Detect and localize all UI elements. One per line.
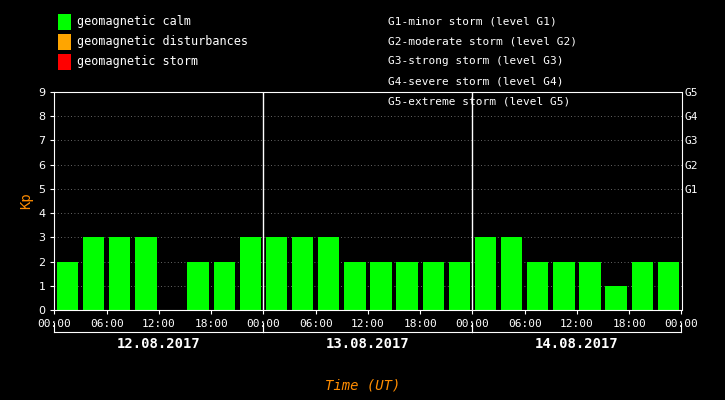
- Text: G4-severe storm (level G4): G4-severe storm (level G4): [388, 76, 563, 86]
- Bar: [57, 262, 78, 310]
- Bar: [83, 237, 104, 310]
- Bar: [109, 237, 130, 310]
- Bar: [527, 262, 549, 310]
- Text: 14.08.2017: 14.08.2017: [535, 337, 619, 351]
- Bar: [579, 262, 601, 310]
- Bar: [344, 262, 365, 310]
- Text: Time (UT): Time (UT): [325, 379, 400, 393]
- Text: 13.08.2017: 13.08.2017: [326, 337, 410, 351]
- Text: G1-minor storm (level G1): G1-minor storm (level G1): [388, 16, 557, 26]
- Bar: [553, 262, 575, 310]
- Text: geomagnetic disturbances: geomagnetic disturbances: [77, 36, 248, 48]
- Text: geomagnetic calm: geomagnetic calm: [77, 16, 191, 28]
- Text: geomagnetic storm: geomagnetic storm: [77, 56, 198, 68]
- Bar: [318, 237, 339, 310]
- Text: G3-strong storm (level G3): G3-strong storm (level G3): [388, 56, 563, 66]
- Bar: [213, 262, 235, 310]
- Bar: [475, 237, 496, 310]
- Text: 12.08.2017: 12.08.2017: [117, 337, 201, 351]
- Bar: [370, 262, 392, 310]
- Bar: [266, 237, 287, 310]
- Bar: [605, 286, 627, 310]
- Bar: [501, 237, 523, 310]
- Bar: [135, 237, 157, 310]
- Y-axis label: Kp: Kp: [19, 193, 33, 209]
- Bar: [631, 262, 653, 310]
- Bar: [240, 237, 261, 310]
- Bar: [187, 262, 209, 310]
- Bar: [449, 262, 470, 310]
- Text: G2-moderate storm (level G2): G2-moderate storm (level G2): [388, 36, 577, 46]
- Text: G5-extreme storm (level G5): G5-extreme storm (level G5): [388, 96, 570, 106]
- Bar: [292, 237, 313, 310]
- Bar: [658, 262, 679, 310]
- Bar: [423, 262, 444, 310]
- Bar: [397, 262, 418, 310]
